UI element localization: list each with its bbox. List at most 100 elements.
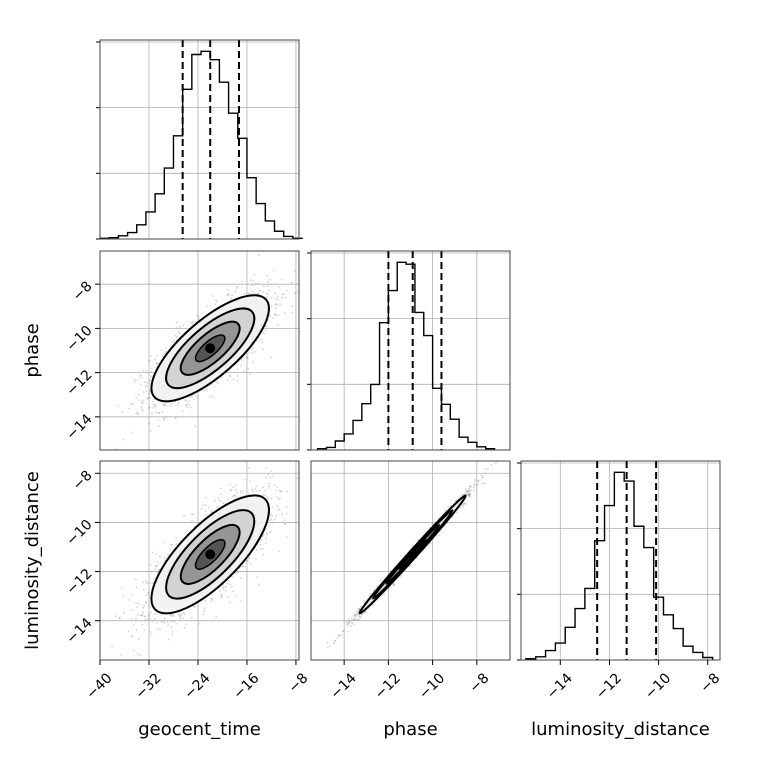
sample-point bbox=[241, 359, 243, 362]
sample-point bbox=[215, 381, 218, 384]
sample-point bbox=[265, 532, 268, 534]
sample-point bbox=[365, 611, 368, 614]
sample-point bbox=[341, 629, 344, 632]
sample-point bbox=[139, 614, 142, 617]
sample-point bbox=[147, 397, 150, 400]
sample-point bbox=[171, 340, 174, 343]
sample-point bbox=[140, 402, 143, 404]
sample-point bbox=[329, 645, 331, 647]
panel-frame bbox=[99, 460, 300, 661]
sample-point bbox=[148, 407, 150, 410]
sample-point bbox=[279, 303, 282, 306]
sample-point bbox=[182, 324, 184, 327]
sample-point bbox=[271, 506, 274, 508]
sample-point bbox=[202, 504, 205, 506]
sample-point bbox=[269, 315, 272, 317]
sample-point bbox=[136, 378, 139, 381]
sample-point bbox=[175, 543, 178, 545]
sample-point bbox=[241, 565, 244, 568]
sample-point bbox=[286, 490, 289, 493]
sample-point bbox=[304, 276, 306, 278]
sample-point bbox=[216, 300, 218, 303]
sample-point bbox=[147, 360, 150, 362]
sample-point bbox=[163, 541, 166, 544]
sample-point bbox=[148, 615, 150, 618]
sample-point bbox=[150, 367, 153, 370]
sample-point bbox=[145, 390, 148, 393]
sample-point bbox=[140, 614, 143, 617]
sample-point bbox=[247, 357, 249, 360]
sample-point bbox=[326, 641, 328, 644]
sample-point bbox=[251, 351, 254, 354]
sample-point bbox=[231, 294, 234, 296]
sample-point bbox=[267, 293, 269, 296]
sample-point bbox=[266, 296, 269, 299]
sample-point bbox=[219, 590, 222, 592]
sample-point bbox=[194, 395, 197, 397]
sample-point bbox=[264, 329, 267, 332]
sample-point bbox=[276, 324, 279, 326]
sample-point bbox=[214, 499, 217, 502]
sample-point bbox=[140, 406, 143, 409]
sample-point bbox=[143, 381, 146, 383]
sample-point bbox=[142, 588, 145, 591]
sample-point bbox=[205, 305, 208, 308]
sample-point bbox=[269, 476, 272, 479]
sample-point bbox=[163, 419, 166, 421]
sample-point bbox=[177, 402, 180, 404]
sample-point bbox=[253, 292, 256, 294]
sample-point bbox=[229, 583, 231, 586]
sample-point bbox=[462, 493, 464, 496]
sample-point bbox=[265, 467, 268, 469]
sample-point bbox=[161, 411, 164, 413]
sample-point bbox=[428, 542, 431, 545]
density-peak bbox=[205, 343, 216, 354]
sample-point bbox=[192, 513, 195, 516]
sample-point bbox=[147, 582, 150, 584]
sample-point bbox=[243, 292, 246, 295]
sample-point bbox=[202, 613, 205, 615]
sample-point bbox=[175, 336, 178, 338]
sample-point bbox=[188, 400, 191, 403]
sample-point bbox=[147, 603, 150, 606]
sample-point bbox=[201, 312, 203, 315]
sample-point bbox=[258, 490, 261, 492]
sample-point bbox=[262, 534, 265, 536]
sample-point bbox=[219, 499, 222, 502]
sample-point bbox=[267, 289, 270, 292]
panel-content bbox=[311, 461, 510, 660]
sample-point bbox=[284, 523, 287, 525]
sample-point bbox=[148, 421, 150, 424]
sample-point bbox=[141, 613, 144, 616]
sample-point bbox=[270, 470, 273, 472]
sample-point bbox=[204, 504, 207, 506]
sample-point bbox=[121, 587, 123, 590]
sample-point bbox=[144, 619, 147, 622]
sample-point bbox=[154, 564, 157, 567]
sample-point bbox=[151, 551, 154, 554]
sample-point bbox=[222, 585, 225, 588]
sample-point bbox=[197, 318, 200, 320]
sample-point bbox=[163, 621, 166, 624]
sample-point bbox=[169, 548, 172, 550]
sample-point bbox=[158, 555, 161, 558]
sample-point bbox=[172, 614, 175, 617]
sample-point bbox=[193, 398, 196, 401]
sample-point bbox=[190, 406, 192, 409]
sample-point bbox=[290, 281, 293, 284]
sample-point bbox=[173, 620, 176, 623]
sample-point bbox=[235, 594, 237, 597]
sample-point bbox=[138, 375, 141, 377]
sample-point bbox=[260, 539, 263, 541]
sample-point bbox=[137, 413, 140, 415]
sample-point bbox=[270, 518, 273, 520]
sample-point bbox=[160, 620, 163, 623]
sample-point bbox=[149, 429, 152, 432]
sample-point bbox=[182, 611, 184, 614]
sample-point bbox=[118, 617, 121, 620]
sample-point bbox=[276, 505, 279, 507]
sample-point bbox=[232, 495, 234, 498]
sample-point bbox=[140, 374, 142, 377]
sample-point bbox=[248, 557, 250, 560]
sample-point bbox=[467, 494, 470, 496]
